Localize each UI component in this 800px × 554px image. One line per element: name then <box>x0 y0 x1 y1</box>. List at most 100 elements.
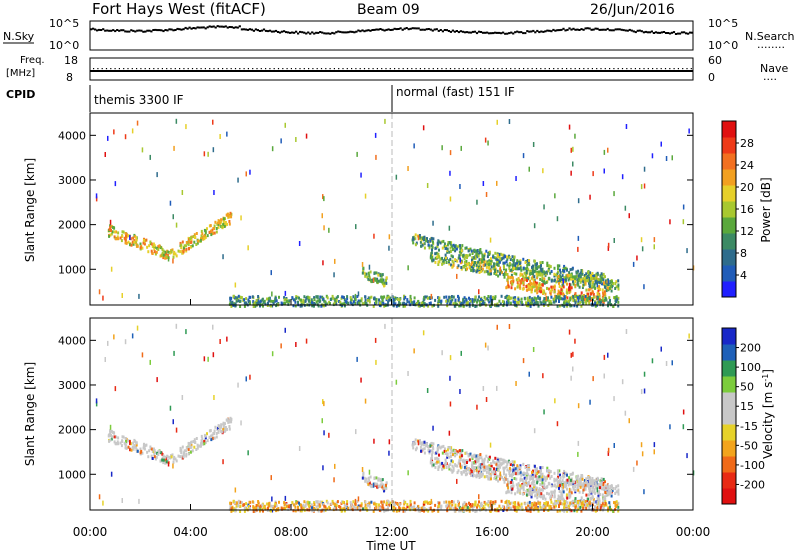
velocity-cell <box>507 480 510 484</box>
power-cell <box>514 298 517 302</box>
power-cell <box>257 295 260 298</box>
power-cell <box>367 271 370 275</box>
power-cell <box>545 296 548 301</box>
velocity-cell <box>423 451 426 455</box>
noise-point <box>554 29 557 32</box>
power-cell <box>611 284 614 287</box>
power-cell <box>485 260 488 264</box>
power-cell <box>558 281 560 285</box>
power-cell <box>457 296 460 300</box>
noise-point <box>206 26 209 29</box>
power-cell <box>383 295 386 299</box>
power-cell <box>446 250 449 254</box>
velocity-cell <box>449 462 452 466</box>
velocity-cell <box>197 444 200 448</box>
velocity-cell <box>547 481 550 485</box>
velocity-cell <box>413 505 416 509</box>
power-cell <box>468 265 471 269</box>
velocity-cell <box>527 490 530 494</box>
velocity-cell <box>522 492 525 496</box>
velocity-cell <box>190 444 193 448</box>
velocity-cell <box>255 505 258 509</box>
velocity-cell <box>379 506 381 510</box>
velocity-cell <box>315 505 318 509</box>
power-cell <box>555 297 558 301</box>
power-cell <box>175 222 178 228</box>
velocity-cell <box>394 501 397 505</box>
velocity-cell <box>354 502 357 506</box>
velocity-cell <box>435 451 438 455</box>
velocity-cell <box>453 450 456 453</box>
power-cell <box>477 260 480 264</box>
power-cell <box>196 241 199 245</box>
velocity-cell <box>537 488 540 492</box>
power-cell <box>460 302 463 306</box>
velocity-cell <box>359 504 362 508</box>
power-cell <box>458 300 461 304</box>
power-cell <box>538 282 541 286</box>
power-cell <box>488 250 491 254</box>
noise-point <box>467 31 471 34</box>
velocity-cell <box>532 477 535 481</box>
nave-point <box>381 68 383 70</box>
noise-point <box>576 28 579 31</box>
power-cell <box>516 265 519 269</box>
velocity-cell <box>523 476 526 480</box>
power-cell <box>617 279 620 283</box>
power-cell <box>517 297 520 301</box>
velocity-cell <box>472 467 475 471</box>
nave-point <box>544 68 546 70</box>
velocity-cell <box>534 494 537 498</box>
power-cell <box>541 273 544 277</box>
velocity-cell <box>501 462 504 466</box>
power-cell <box>607 242 610 248</box>
noise-point <box>287 31 290 34</box>
nave-point <box>200 68 202 70</box>
power-cell <box>154 245 157 249</box>
colorbar-swatch <box>722 169 736 186</box>
velocity-cell <box>550 494 553 498</box>
velocity-cell <box>539 482 542 486</box>
power-cell <box>220 218 223 222</box>
velocity-cell <box>376 485 379 489</box>
noise-point <box>118 29 121 32</box>
velocity-cell <box>456 464 459 468</box>
power-cell <box>508 255 511 259</box>
velocity-cell <box>562 502 565 506</box>
nave-point <box>432 68 434 70</box>
power-cell <box>496 269 499 273</box>
velocity-cell <box>530 506 533 510</box>
power-cell <box>538 297 541 301</box>
nave-point <box>295 68 297 70</box>
power-cell <box>438 296 441 300</box>
velocity-cell <box>475 457 478 461</box>
power-cell <box>515 176 517 181</box>
noise-point <box>100 29 103 31</box>
power-cell <box>338 300 341 303</box>
nave-point <box>402 68 404 70</box>
velocity-cell <box>613 501 615 505</box>
nave-point <box>376 68 378 70</box>
velocity-cell <box>149 445 152 449</box>
power-cell <box>508 261 511 265</box>
power-cell <box>508 267 511 270</box>
velocity-cell <box>577 474 580 478</box>
nave-point <box>389 68 391 70</box>
power-cell <box>558 298 560 302</box>
power-cell <box>606 282 609 286</box>
power-cell <box>412 241 415 245</box>
power-cell <box>183 246 185 250</box>
power-cell <box>555 280 558 284</box>
power-cell <box>325 294 328 298</box>
noise-point <box>186 27 189 30</box>
power-cell <box>643 183 646 189</box>
velocity-cell <box>343 506 346 510</box>
power-cell <box>393 302 395 306</box>
power-cell <box>424 237 427 241</box>
noise-point <box>301 31 304 34</box>
velocity-cell <box>313 507 315 510</box>
power-cell <box>580 304 583 308</box>
noise-point <box>674 33 678 35</box>
power-cell <box>602 272 605 276</box>
noise-point <box>383 29 386 32</box>
